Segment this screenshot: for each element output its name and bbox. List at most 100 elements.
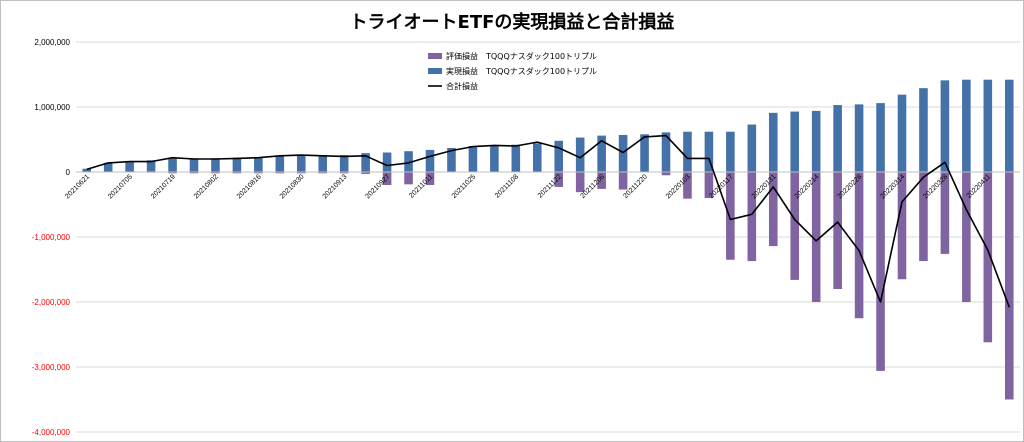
evaluation-bar (1004, 172, 1014, 400)
realized-bar (940, 80, 950, 172)
realized-bar (146, 160, 156, 172)
realized-bar (82, 168, 92, 172)
evaluation-bar (554, 172, 564, 187)
realized-bar (254, 157, 263, 172)
y-tick-label: 1,000,000 (34, 103, 70, 112)
evaluation-bar (768, 172, 778, 247)
realized-bar (833, 105, 842, 172)
realized-bar (382, 152, 392, 172)
realized-bar (919, 88, 928, 172)
legend-swatch-evaluation (428, 53, 442, 59)
x-axis-labels: 20210621 20210705 20210719 20210802 20210816… (64, 173, 992, 200)
realized-bar (318, 155, 328, 172)
evaluation-bar (382, 172, 392, 185)
evaluation-bar (790, 172, 800, 280)
total-line (86, 134, 1011, 308)
evaluation-bar (275, 172, 285, 174)
y-tick-label: 2,000,000 (34, 38, 70, 47)
evaluation-bar (254, 172, 263, 174)
realized-bar (425, 149, 435, 172)
realized-bars (82, 79, 1014, 172)
realized-bar (790, 111, 800, 172)
x-tick-label: 20210927 (365, 173, 392, 200)
realized-bar (103, 162, 113, 172)
y-tick-label: -2,000,000 (32, 298, 71, 307)
y-tick-label: 0 (66, 168, 71, 177)
legend-label: 評価損益 TQQQナスダック100トリプル (446, 51, 597, 61)
x-tick-label: 20211108 (494, 173, 520, 199)
y-tick-label: -4,000,000 (32, 428, 71, 437)
evaluation-bar (747, 172, 757, 262)
realized-bar (232, 157, 242, 172)
realized-bar (361, 153, 370, 172)
realized-bar (275, 155, 285, 172)
x-tick-label: 20211025 (451, 173, 478, 200)
x-tick-label: 20210621 (64, 173, 91, 200)
realized-bar (983, 79, 993, 172)
realized-bar (962, 79, 971, 172)
evaluation-bar (211, 172, 220, 174)
realized-bar (211, 158, 220, 172)
x-tick-label: 20210913 (322, 173, 349, 200)
realized-bar (1004, 79, 1014, 172)
realized-bar (897, 94, 907, 172)
realized-bar (490, 145, 499, 172)
evaluation-bar (661, 172, 671, 176)
evaluation-bar (876, 172, 885, 371)
evaluation-bar (704, 172, 714, 198)
realized-bar (404, 151, 413, 172)
evaluation-bar (232, 172, 242, 174)
evaluation-bar (296, 172, 306, 174)
evaluation-bar (575, 172, 585, 193)
realized-bar (640, 134, 649, 172)
evaluation-bar (919, 172, 928, 262)
evaluation-bar (854, 172, 864, 319)
realized-bar (447, 147, 456, 172)
evaluation-bar (339, 172, 349, 174)
y-tick-label: -3,000,000 (32, 363, 71, 372)
realized-bar (768, 112, 778, 172)
evaluation-bar (189, 172, 199, 174)
x-tick-label: 20210830 (279, 173, 306, 200)
realized-bar (339, 155, 349, 172)
x-tick-label: 20210719 (150, 173, 177, 200)
evaluation-bar (361, 172, 370, 174)
x-tick-label: 20210802 (193, 173, 220, 200)
y-tick-label: -1,000,000 (32, 233, 71, 242)
x-tick-label: 20210816 (236, 173, 263, 200)
y-axis-labels: 2,000,000 1,000,000 0 -1,000,000 -2,000,000 -… (32, 38, 71, 437)
realized-bar (683, 131, 692, 172)
evaluation-bar (318, 172, 328, 174)
realized-bar (125, 160, 134, 172)
realized-bar (189, 158, 199, 172)
realized-bar (597, 135, 606, 172)
legend-label: 合計損益 (446, 81, 478, 91)
evaluation-bar (833, 172, 842, 289)
realized-bar (704, 131, 714, 172)
realized-bar (876, 103, 885, 172)
realized-bar (854, 104, 864, 172)
realized-bar (661, 132, 671, 172)
realized-bar (811, 110, 821, 172)
evaluation-bar (618, 172, 628, 190)
realized-bar (468, 146, 478, 172)
realized-bar (532, 143, 542, 172)
realized-bar (747, 124, 757, 172)
evaluation-bar (983, 172, 993, 343)
evaluation-bar (962, 172, 971, 302)
realized-bar (618, 134, 628, 172)
realized-bar (726, 131, 735, 172)
evaluation-bar (726, 172, 735, 260)
evaluation-bar (597, 172, 606, 189)
realized-bar (511, 144, 521, 172)
x-tick-label: 20210705 (107, 173, 134, 200)
evaluation-bar (683, 172, 692, 199)
evaluation-bar (940, 172, 950, 254)
realized-bar (575, 137, 585, 172)
total-line-layer (86, 134, 1011, 308)
realized-bar (296, 155, 306, 172)
legend-label: 実現損益 TQQQナスダック100トリプル (446, 66, 597, 76)
